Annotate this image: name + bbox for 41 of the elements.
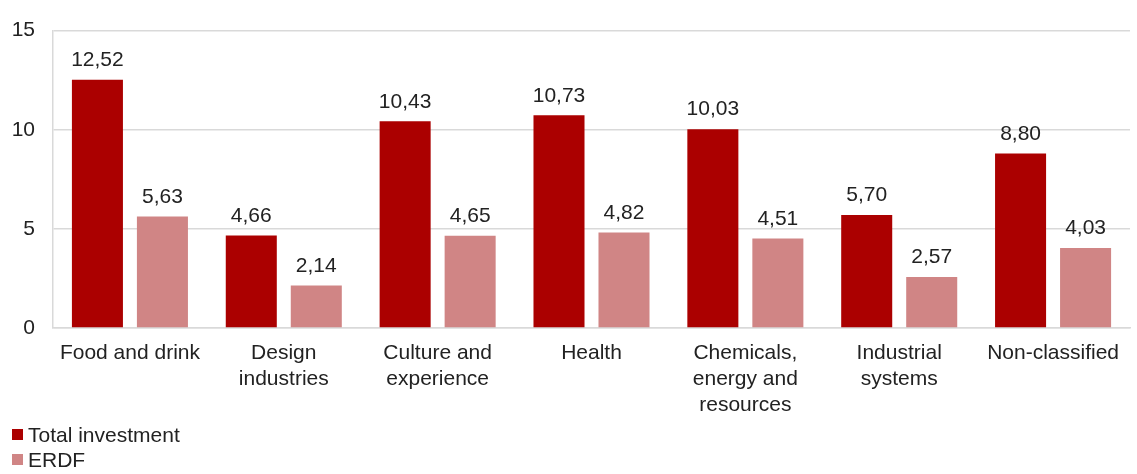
bar (752, 238, 804, 328)
legend-label: ERDF (28, 447, 86, 472)
bar (687, 129, 739, 328)
data-label: 8,80 (1000, 120, 1042, 144)
data-label: 2,57 (911, 244, 953, 268)
bar (1060, 248, 1112, 328)
x-tick-label: Culture and experience (383, 339, 492, 389)
data-label: 5,63 (141, 183, 183, 207)
data-label: 10,73 (532, 82, 586, 106)
legend-label: Total investment (28, 422, 180, 447)
data-label: 5,70 (846, 182, 888, 206)
bar (995, 153, 1047, 328)
data-label: 4,82 (603, 199, 645, 223)
data-label: 4,66 (230, 202, 272, 226)
bar (598, 232, 650, 328)
bar (841, 214, 893, 328)
data-label: 4,65 (449, 203, 491, 227)
y-tick-label: 15 (11, 17, 35, 41)
y-tick-label: 5 (23, 215, 35, 239)
data-label: 12,52 (71, 47, 124, 71)
bar (71, 79, 123, 328)
bar (290, 285, 342, 328)
x-tick-label: Design industries (238, 339, 329, 389)
y-tick-label: 10 (11, 116, 35, 140)
bar (444, 235, 496, 328)
x-tick-label: Chemicals, energy and resources (692, 339, 798, 415)
data-label: 4,51 (757, 205, 799, 229)
data-label: 10,43 (378, 88, 432, 112)
x-tick-label: Health (561, 339, 622, 363)
bar (136, 216, 188, 328)
bar (906, 277, 958, 328)
bar (533, 115, 585, 328)
x-tick-label: Industrial systems (856, 339, 942, 389)
x-tick-label: Food and drink (59, 339, 201, 363)
y-tick-label: 0 (23, 314, 35, 338)
data-label: 4,03 (1065, 215, 1107, 239)
data-label: 2,14 (295, 252, 338, 276)
bar (379, 121, 431, 328)
data-label: 10,03 (686, 96, 740, 120)
x-tick-label: Non-classified (987, 339, 1120, 363)
bar (225, 235, 277, 328)
